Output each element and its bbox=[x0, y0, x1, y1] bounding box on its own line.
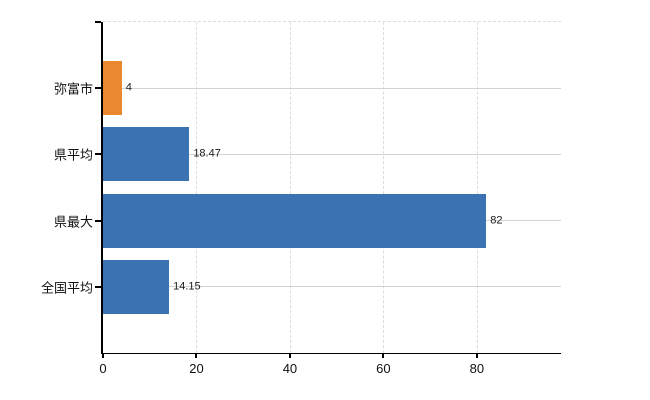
x-tick-label: 60 bbox=[376, 361, 391, 376]
bar bbox=[103, 259, 170, 314]
x-tick-label: 20 bbox=[189, 361, 204, 376]
bar-value-label: 14.15 bbox=[173, 280, 201, 293]
x-tick-label: 0 bbox=[99, 361, 107, 376]
category-label: 県平均 bbox=[53, 147, 93, 163]
y-axis-tick bbox=[95, 285, 101, 288]
bar-value-label: 18.47 bbox=[193, 147, 221, 160]
x-axis-tick bbox=[475, 353, 478, 358]
bar bbox=[103, 127, 190, 182]
x-gridline bbox=[476, 22, 478, 353]
x-tick-label: 40 bbox=[282, 361, 298, 376]
category-gridline bbox=[103, 153, 561, 155]
category-gridline bbox=[103, 87, 561, 89]
y-axis-tick bbox=[95, 87, 101, 90]
x-axis-tick bbox=[288, 353, 291, 358]
x-gridline bbox=[289, 22, 291, 353]
bar-value-label: 82 bbox=[490, 214, 503, 227]
bar-value-label: 4 bbox=[125, 81, 132, 94]
category-gridline bbox=[103, 286, 561, 288]
y-axis-tick bbox=[95, 153, 101, 156]
bar bbox=[103, 193, 487, 248]
y-axis-tick bbox=[95, 219, 101, 222]
x-axis-tick bbox=[382, 353, 385, 358]
x-gridline bbox=[383, 22, 385, 353]
category-label: 弥富市 bbox=[53, 81, 93, 97]
y-axis-top-tick bbox=[95, 21, 101, 23]
bar bbox=[103, 61, 122, 116]
x-axis-tick bbox=[195, 353, 198, 358]
category-label: 全国平均 bbox=[40, 280, 93, 296]
plot-top-gridline bbox=[103, 21, 561, 22]
x-tick-label: 80 bbox=[469, 361, 485, 376]
x-gridline bbox=[196, 22, 198, 353]
x-axis-tick bbox=[102, 353, 104, 358]
plot-area: 0 20 40 60 80 弥富市 4 県平均 18.47 県最大 82 全国平均 14.15 bbox=[41, 21, 561, 376]
category-label: 県最大 bbox=[53, 214, 93, 230]
